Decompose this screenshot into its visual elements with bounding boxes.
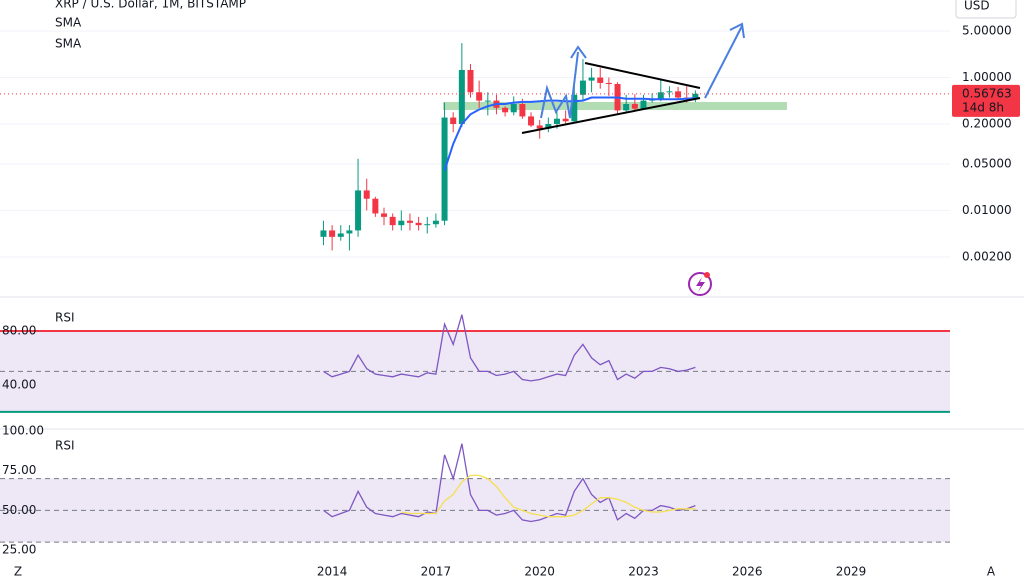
chart-title: XRP / U.S. Dollar, 1M, BITSTAMP bbox=[55, 0, 246, 11]
y-tick-label: 80.00 bbox=[2, 323, 36, 337]
toolbar-button[interactable]: Z bbox=[14, 565, 22, 579]
candle-body bbox=[640, 100, 647, 109]
y-tick-label: 100.00 bbox=[2, 423, 44, 437]
candle-body bbox=[320, 230, 327, 237]
candle-body bbox=[389, 216, 396, 226]
x-tick-label: 2029 bbox=[836, 565, 867, 579]
candle-body bbox=[605, 82, 612, 84]
arrow-head bbox=[729, 22, 745, 39]
candle-body bbox=[597, 77, 604, 83]
x-tick-label: 2014 bbox=[317, 565, 348, 579]
candle-body bbox=[657, 92, 664, 99]
trend-line bbox=[521, 97, 701, 134]
candle-body bbox=[588, 77, 595, 81]
candle-body bbox=[467, 69, 474, 93]
legend-entry: SMA bbox=[55, 16, 82, 30]
y-tick-label: 75.00 bbox=[2, 463, 36, 477]
rsi-band bbox=[0, 478, 950, 543]
price-label-box bbox=[952, 84, 1020, 117]
trend-line bbox=[584, 62, 701, 89]
plot-area bbox=[0, 30, 950, 543]
rsi-band bbox=[0, 330, 950, 412]
candle-body bbox=[432, 220, 439, 225]
candle-body bbox=[450, 117, 457, 124]
series-line bbox=[401, 474, 696, 518]
candle-body bbox=[666, 91, 673, 93]
x-tick-label: 2017 bbox=[421, 565, 452, 579]
candle-body bbox=[510, 103, 517, 113]
series-line bbox=[443, 96, 696, 171]
candle-body bbox=[519, 103, 526, 117]
candle-body bbox=[458, 69, 465, 124]
y-tick-label: 1.00000 bbox=[962, 70, 1012, 84]
y-tick-label: 0.20000 bbox=[962, 116, 1012, 130]
candle-body bbox=[545, 123, 552, 129]
series-line bbox=[323, 314, 696, 382]
candle-body bbox=[355, 190, 362, 231]
y-tick-label: 40.00 bbox=[2, 377, 36, 391]
candle-body bbox=[562, 118, 569, 122]
x-tick-label: 2026 bbox=[732, 565, 763, 579]
candle-body bbox=[424, 224, 431, 226]
candle-body bbox=[553, 118, 560, 124]
y-tick-label: 5.00000 bbox=[962, 24, 1012, 38]
y-tick-label: 50.00 bbox=[2, 503, 36, 517]
toolbar-button[interactable]: A bbox=[987, 565, 996, 579]
legend-entry: SMA bbox=[55, 37, 82, 51]
drawings bbox=[521, 22, 745, 296]
candle-body bbox=[329, 230, 336, 237]
candle-body bbox=[623, 103, 630, 111]
arrow-path bbox=[540, 51, 579, 119]
candle-body bbox=[372, 198, 379, 214]
candle-body bbox=[571, 94, 578, 122]
x-tick-label: 2023 bbox=[628, 565, 659, 579]
candle-body bbox=[381, 213, 388, 217]
candle-body bbox=[536, 125, 543, 129]
pane-title: RSI bbox=[55, 439, 75, 453]
alert-icon[interactable] bbox=[688, 272, 712, 296]
arrow-head bbox=[570, 45, 587, 59]
alert-icon-bolt bbox=[696, 277, 705, 292]
currency-button[interactable] bbox=[955, 0, 1017, 19]
candle-body bbox=[502, 107, 509, 113]
currency-label[interactable]: USD bbox=[964, 0, 990, 13]
pane-title: RSI bbox=[55, 311, 75, 325]
x-tick-label: 2020 bbox=[524, 565, 555, 579]
candle-body bbox=[579, 80, 586, 95]
y-tick-label: 25.00 bbox=[2, 543, 36, 557]
y-tick-label: 0.01000 bbox=[962, 203, 1012, 217]
candle-body bbox=[337, 233, 344, 237]
candle-body bbox=[415, 222, 422, 226]
candle-body bbox=[692, 93, 699, 100]
candle-body bbox=[631, 103, 638, 109]
arrow-path bbox=[704, 25, 743, 99]
candle-body bbox=[476, 92, 483, 101]
y-tick-label: 0.05000 bbox=[962, 156, 1012, 170]
candle-body bbox=[398, 220, 405, 226]
candle-body bbox=[675, 91, 682, 98]
alert-dot bbox=[704, 272, 710, 278]
y-tick-label: 0.00200 bbox=[962, 249, 1012, 263]
price-label: 0.56763 bbox=[962, 86, 1012, 100]
candle-body bbox=[406, 220, 413, 223]
candle-body bbox=[363, 190, 370, 199]
series-line bbox=[323, 443, 696, 523]
candle-body bbox=[484, 100, 491, 102]
candle-body bbox=[346, 230, 353, 234]
countdown-label: 14d 8h bbox=[962, 100, 1004, 114]
candle-body bbox=[528, 116, 535, 126]
